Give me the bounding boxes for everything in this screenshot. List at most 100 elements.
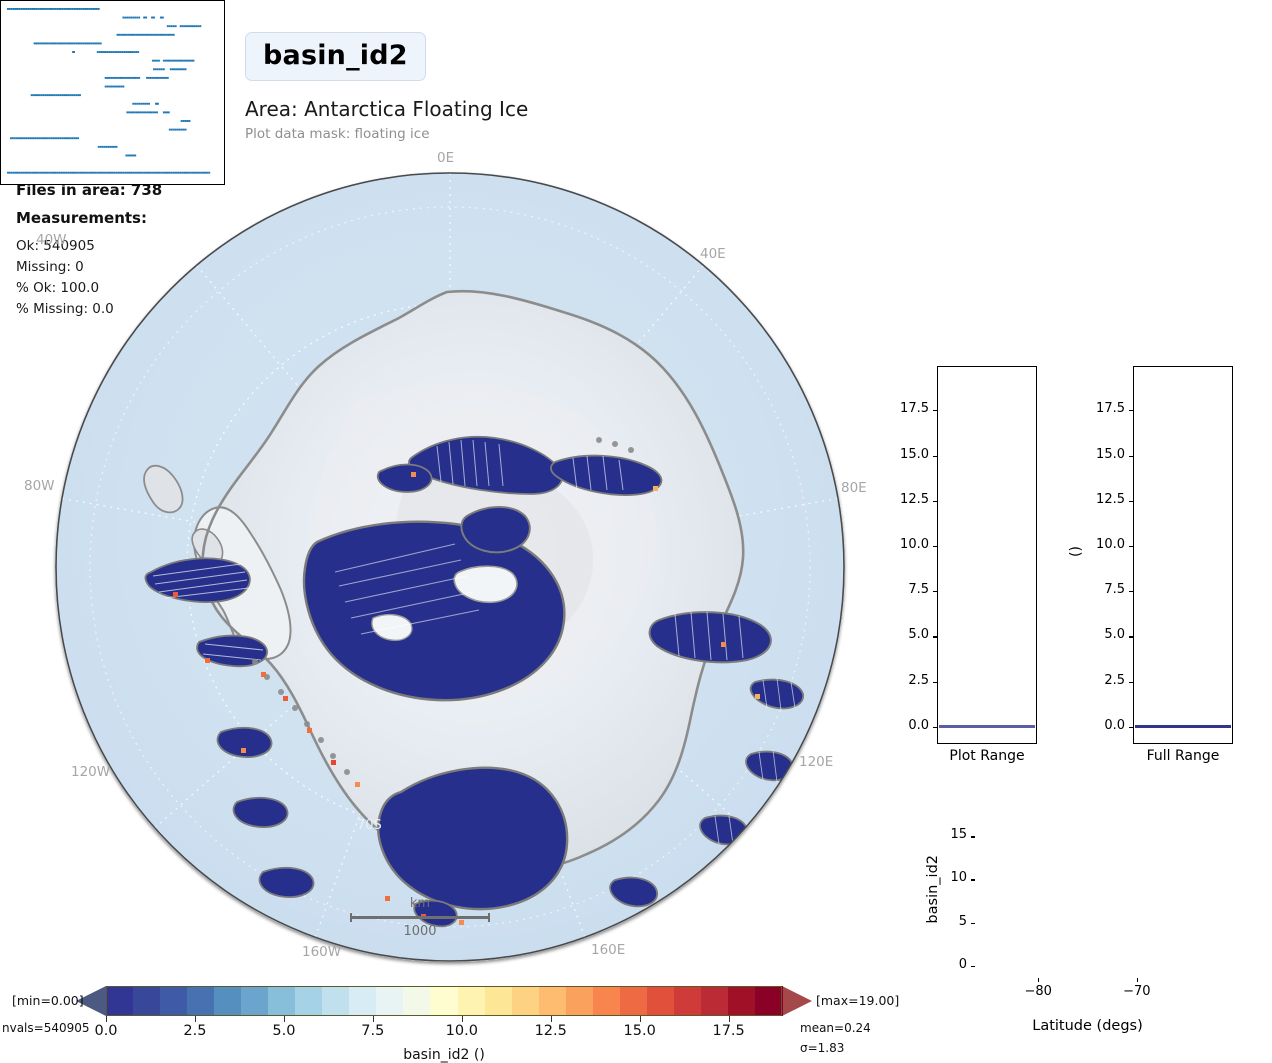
basin-id2-vs-latitude-scatter[interactable] <box>0 0 225 185</box>
scatter-point <box>168 25 171 28</box>
scatter-point <box>148 76 150 79</box>
scatter-point <box>7 171 9 174</box>
scatter-point <box>175 68 178 71</box>
violin-tick-label: 15.0 <box>900 446 929 462</box>
antarctica-map[interactable] <box>55 172 845 962</box>
scatter-point <box>170 33 173 36</box>
scatter-point <box>31 8 34 10</box>
scatter-point <box>97 42 100 45</box>
scatter-point <box>131 33 134 36</box>
scatter-point <box>90 8 93 10</box>
scatter-point <box>148 102 150 105</box>
scatter-point <box>24 171 27 174</box>
colorbar-segment <box>619 986 648 1016</box>
plot-range-panel[interactable] <box>937 366 1037 744</box>
scatter-point <box>142 33 145 36</box>
scatter-point <box>115 171 118 174</box>
scatter-point <box>122 33 125 36</box>
scatter-point <box>120 171 123 174</box>
scatter-point <box>127 51 130 53</box>
scatter-point <box>92 8 95 10</box>
scatter-point <box>67 42 70 45</box>
scatter-point <box>134 154 137 157</box>
scatter-point <box>65 171 68 174</box>
variable-badge[interactable]: basin_id2 <box>245 32 426 81</box>
scatter-point <box>172 59 175 62</box>
scatter-point <box>88 8 91 10</box>
scatter-point <box>136 171 139 174</box>
scatter-point <box>8 8 11 10</box>
scatter-point <box>152 33 155 36</box>
scatter-point <box>97 8 100 10</box>
scatter-point <box>122 85 125 88</box>
scatter-point <box>100 51 103 53</box>
lon-label-120e: 120E <box>799 754 834 770</box>
scatter-point <box>184 68 187 71</box>
scatter-point <box>170 59 173 62</box>
scatter-point <box>44 42 47 45</box>
scatter-point <box>135 33 138 36</box>
scatter-point <box>147 171 150 174</box>
violin-tick-label: 10.0 <box>900 536 929 552</box>
scatter-point <box>145 171 148 174</box>
scatter-point <box>131 111 134 114</box>
scatter-point <box>187 171 190 174</box>
colorbar-segment <box>106 986 134 1016</box>
scatter-point <box>156 102 159 105</box>
scatter-point <box>29 137 32 140</box>
scatter-point <box>114 85 117 88</box>
scatter-point <box>108 51 111 53</box>
scatter-point <box>60 171 63 174</box>
violin-tick-label: 7.5 <box>1104 582 1125 598</box>
scatter-point <box>16 8 19 10</box>
scatter-point <box>48 94 50 97</box>
scatter-point <box>56 171 59 174</box>
scatter-point <box>199 25 202 28</box>
violin-tick-label: 17.5 <box>1096 401 1125 417</box>
scatter-point <box>134 76 137 79</box>
scatter-point <box>193 171 195 174</box>
colorbar-segment <box>754 986 783 1016</box>
scatter-point <box>110 51 113 53</box>
scatter-point <box>139 111 142 114</box>
scatter-point <box>156 102 158 105</box>
scatter-point <box>90 171 93 174</box>
scatter-point <box>104 76 107 79</box>
scatter-point <box>92 171 95 174</box>
colorbar-tick-label: 12.5 <box>534 1023 567 1039</box>
scatter-point <box>153 76 156 79</box>
scatter-ylabel: basin_id2 <box>925 855 941 924</box>
scatter-point <box>179 59 182 62</box>
scatter-point <box>154 33 156 36</box>
scatter-point <box>143 171 146 174</box>
scatter-point <box>39 8 42 10</box>
scatter-point <box>82 171 85 174</box>
scatter-point <box>119 51 122 53</box>
scatter-point <box>84 171 87 174</box>
scatter-point <box>16 171 19 174</box>
scatter-point <box>113 145 116 148</box>
scatter-point <box>81 171 83 174</box>
scatter-point <box>37 8 40 10</box>
scatter-point <box>55 137 58 140</box>
scatter-point <box>21 137 24 140</box>
scatter-point <box>116 51 118 53</box>
scatter-point <box>183 59 186 62</box>
scatter-point <box>90 42 93 45</box>
map-graticule-and-data <box>55 172 845 962</box>
scatter-point <box>125 154 128 157</box>
scatter-point <box>160 171 163 174</box>
scatter-point <box>188 59 191 62</box>
scatter-point <box>154 111 157 114</box>
scatter-point <box>67 8 70 10</box>
colorbar[interactable]: 0.0 2.5 5.0 7.5 10.0 12.5 15.0 17.5 basin_id2 (… <box>0 975 900 1063</box>
scatter-point <box>110 76 113 79</box>
colorbar-tick <box>461 1016 463 1022</box>
colorbar-segment <box>538 986 567 1016</box>
scatter-point <box>208 171 211 174</box>
scalebar-unit: km <box>409 896 431 911</box>
colorbar-gradient[interactable] <box>106 986 783 1016</box>
full-range-panel[interactable] <box>1133 366 1233 744</box>
scatter-point <box>113 171 116 174</box>
scatter-point <box>62 171 64 174</box>
